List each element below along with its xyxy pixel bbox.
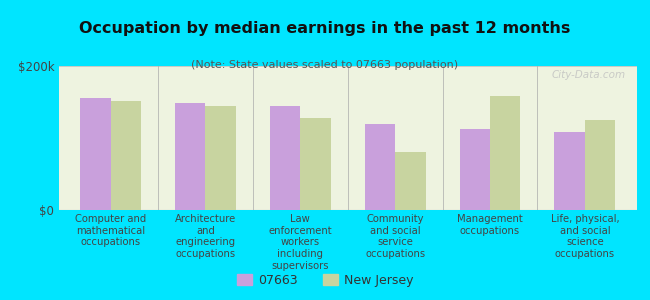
Bar <box>175 103 205 210</box>
Bar <box>81 98 110 210</box>
Bar <box>395 152 426 210</box>
Bar <box>365 124 395 210</box>
Bar <box>270 106 300 210</box>
Bar <box>300 118 331 210</box>
Bar <box>490 96 521 210</box>
Text: (Note: State values scaled to 07663 population): (Note: State values scaled to 07663 popu… <box>192 60 458 70</box>
Text: Occupation by median earnings in the past 12 months: Occupation by median earnings in the pas… <box>79 21 571 36</box>
Legend: 07663, New Jersey: 07663, New Jersey <box>233 270 417 291</box>
Text: City-Data.com: City-Data.com <box>551 70 625 80</box>
Bar <box>205 106 236 210</box>
Bar <box>111 100 141 210</box>
Bar <box>585 120 615 210</box>
Bar <box>460 129 490 210</box>
Bar <box>554 132 585 210</box>
